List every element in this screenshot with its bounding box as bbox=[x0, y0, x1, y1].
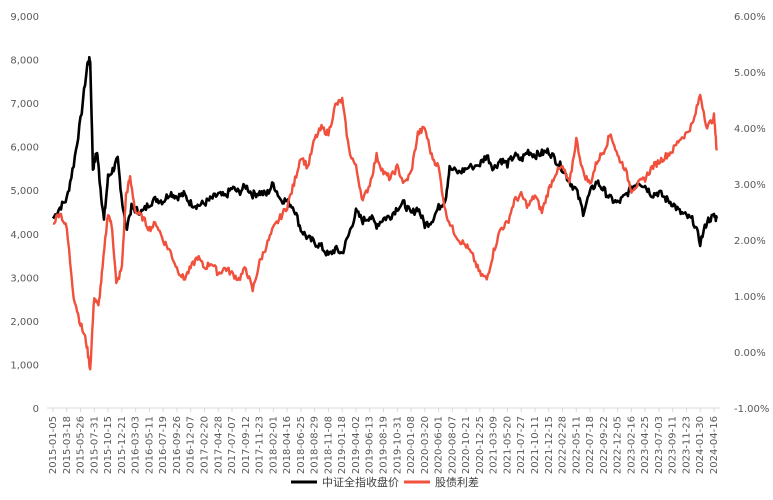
right-axis-ticks: -1.00% 0.00% 1.00% 2.00% 3.00% 4.00% 5.00% 6.00… bbox=[734, 12, 769, 415]
left-tick-label: 1,000 bbox=[10, 360, 39, 371]
x-tick-label: 2015-10-15 bbox=[103, 416, 114, 474]
x-tick-label: 2017-09-12 bbox=[241, 416, 252, 474]
left-tick-label: 9,000 bbox=[10, 12, 39, 23]
legend: 中证全指收盘价 股债利差 bbox=[291, 475, 479, 489]
x-tick-label: 2015-01-05 bbox=[48, 416, 59, 474]
left-tick-label: 5,000 bbox=[10, 186, 39, 197]
left-tick-label: 0 bbox=[33, 404, 39, 415]
series-line-spread bbox=[52, 93, 718, 371]
x-tick-label: 2022-02-28 bbox=[558, 416, 569, 474]
x-tick-label: 2015-07-31 bbox=[89, 416, 100, 474]
x-tick-label: 2016-12-07 bbox=[186, 416, 197, 474]
x-tick-label: 2016-03-03 bbox=[131, 416, 142, 474]
x-tick-label: 2017-11-23 bbox=[255, 416, 266, 474]
x-tick-label: 2018-02-01 bbox=[268, 416, 279, 474]
x-tick-label: 2021-07-27 bbox=[516, 416, 527, 474]
x-tick-label: 2019-06-13 bbox=[365, 416, 376, 474]
x-tick-label: 2015-03-18 bbox=[62, 416, 73, 474]
x-tick-label: 2015-05-26 bbox=[76, 416, 87, 474]
right-tick-label: 5.00% bbox=[734, 68, 766, 79]
x-tick-label: 2020-10-21 bbox=[461, 416, 472, 474]
x-tick-label: 2021-05-20 bbox=[502, 416, 513, 474]
legend-label: 中证全指收盘价 bbox=[322, 475, 399, 489]
x-tick-label: 2018-06-25 bbox=[296, 416, 307, 474]
x-tick-label: 2017-07-07 bbox=[227, 416, 238, 474]
legend-label: 股债利差 bbox=[435, 475, 479, 489]
x-tick-label: 2023-04-25 bbox=[640, 416, 651, 474]
x-tick-label: 2024-01-30 bbox=[695, 416, 706, 474]
x-tick-label: 2019-04-02 bbox=[351, 416, 362, 474]
x-tick-label: 2020-06-01 bbox=[434, 416, 445, 474]
x-axis-ticks: 2015-01-05 2015-03-18 2015-05-26 2015-07-31… bbox=[48, 408, 720, 474]
x-tick-label: 2017-04-28 bbox=[213, 416, 224, 474]
x-tick-label: 2022-05-11 bbox=[571, 416, 582, 474]
x-tick-label: 2023-09-11 bbox=[668, 416, 679, 474]
x-tick-label: 2020-08-07 bbox=[447, 416, 458, 474]
x-tick-label: 2022-12-05 bbox=[613, 416, 624, 474]
left-tick-label: 7,000 bbox=[10, 99, 39, 110]
left-tick-label: 6,000 bbox=[10, 143, 39, 154]
x-tick-label: 2017-02-20 bbox=[199, 416, 210, 474]
x-tick-label: 2016-09-26 bbox=[172, 416, 183, 474]
right-tick-label: 6.00% bbox=[734, 12, 766, 23]
x-tick-label: 2023-11-23 bbox=[681, 416, 692, 474]
x-tick-label: 2020-12-25 bbox=[475, 416, 486, 474]
x-tick-label: 2019-01-18 bbox=[337, 416, 348, 474]
right-tick-label: 4.00% bbox=[734, 124, 766, 135]
x-tick-label: 2018-08-29 bbox=[310, 416, 321, 474]
x-tick-label: 2020-03-20 bbox=[420, 416, 431, 474]
left-tick-label: 4,000 bbox=[10, 230, 39, 241]
x-tick-label: 2018-04-16 bbox=[282, 416, 293, 474]
x-tick-label: 2021-12-15 bbox=[544, 416, 555, 474]
right-tick-label: 2.00% bbox=[734, 236, 766, 247]
x-tick-label: 2021-10-11 bbox=[530, 416, 541, 474]
x-tick-label: 2021-03-09 bbox=[489, 416, 500, 474]
x-tick-label: 2015-12-21 bbox=[117, 416, 128, 474]
series-lines bbox=[51, 55, 719, 371]
x-tick-label: 2023-07-03 bbox=[654, 416, 665, 474]
x-tick-label: 2019-10-31 bbox=[392, 416, 403, 474]
x-tick-label: 2022-07-18 bbox=[585, 416, 596, 474]
x-tick-label: 2016-07-19 bbox=[158, 416, 169, 474]
x-tick-label: 2016-05-11 bbox=[144, 416, 155, 474]
right-tick-label: 1.00% bbox=[734, 292, 766, 303]
x-tick-label: 2020-01-08 bbox=[406, 416, 417, 474]
right-tick-label: 3.00% bbox=[734, 180, 766, 191]
x-tick-label: 2019-08-19 bbox=[379, 416, 390, 474]
left-tick-label: 2,000 bbox=[10, 317, 39, 328]
x-tick-label: 2022-09-22 bbox=[599, 416, 610, 474]
left-axis-ticks: 0 1,000 2,000 3,000 4,000 5,000 6,000 7,000 8,00… bbox=[10, 12, 39, 415]
left-tick-label: 3,000 bbox=[10, 273, 39, 284]
right-tick-label: -1.00% bbox=[734, 404, 769, 415]
x-tick-label: 2023-02-16 bbox=[626, 416, 637, 474]
x-tick-label: 2024-04-16 bbox=[709, 416, 720, 474]
right-tick-label: 0.00% bbox=[734, 348, 766, 359]
left-tick-label: 8,000 bbox=[10, 56, 39, 67]
x-tick-label: 2018-11-08 bbox=[323, 416, 334, 474]
